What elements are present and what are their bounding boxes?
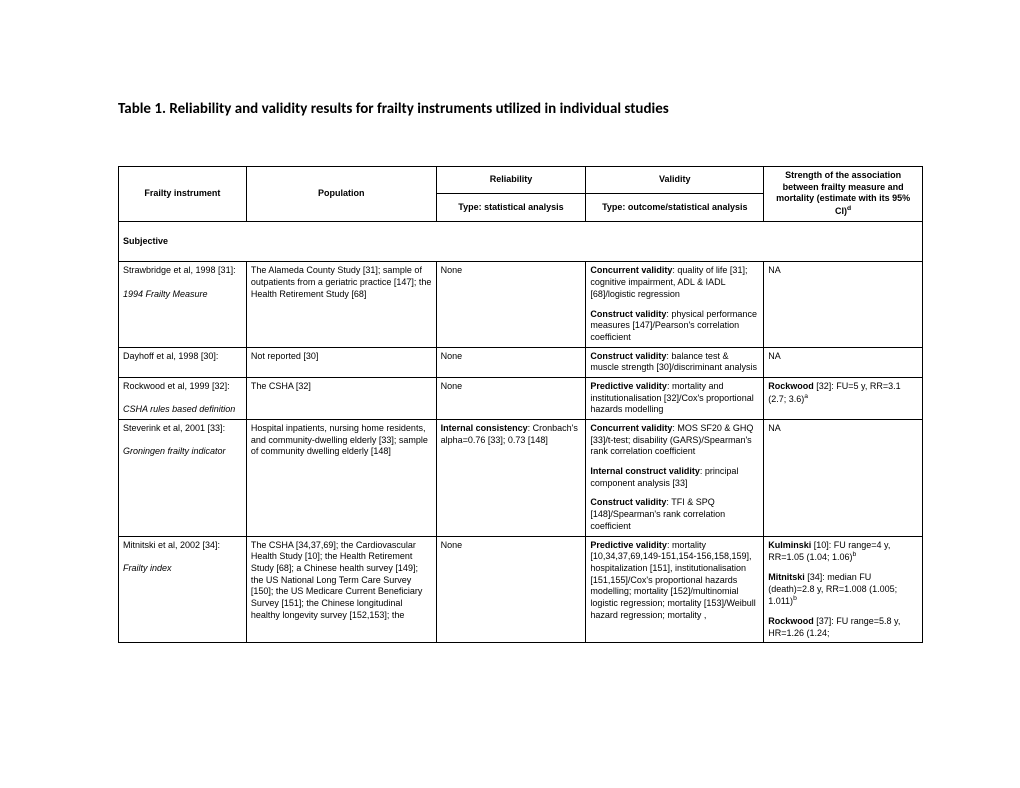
cell-instrument: Mitnitski et al, 2002 [34]: Frailty inde… [119, 536, 247, 643]
cell-reliability: None [436, 377, 586, 419]
cell-strength: Kulminski [10]: FU range=4 y, RR=1.05 (1… [764, 536, 923, 643]
cell-instrument: Strawbridge et al, 1998 [31]: 1994 Frail… [119, 262, 247, 347]
table-row: Strawbridge et al, 1998 [31]: 1994 Frail… [119, 262, 923, 347]
cell-population: The CSHA [32] [246, 377, 436, 419]
table-row: Dayhoff et al, 1998 [30]:Not reported [3… [119, 347, 923, 377]
th-instrument: Frailty instrument [119, 167, 247, 222]
cell-validity: Concurrent validity: MOS SF20 & GHQ [33]… [586, 420, 764, 537]
frailty-table: Frailty instrument Population Reliabilit… [118, 166, 923, 643]
cell-population: The Alameda County Study [31]; sample of… [246, 262, 436, 347]
cell-population: The CSHA [34,37,69]; the Cardiovascular … [246, 536, 436, 643]
cell-instrument: Steverink et al, 2001 [33]: Groningen fr… [119, 420, 247, 537]
section-label: Subjective [119, 221, 923, 262]
cell-strength: NA [764, 262, 923, 347]
cell-validity: Predictive validity: mortality and insti… [586, 377, 764, 419]
cell-validity: Concurrent validity: quality of life [31… [586, 262, 764, 347]
table-row: Mitnitski et al, 2002 [34]: Frailty inde… [119, 536, 923, 643]
cell-reliability: Internal consistency: Cronbach's alpha=0… [436, 420, 586, 537]
th-strength: Strength of the association between frai… [764, 167, 923, 222]
cell-validity: Predictive validity: mortality [10,34,37… [586, 536, 764, 643]
cell-instrument: Rockwood et al, 1999 [32]: CSHA rules ba… [119, 377, 247, 419]
cell-strength: NA [764, 420, 923, 537]
th-reliability: Reliability [436, 167, 586, 194]
cell-population: Not reported [30] [246, 347, 436, 377]
section-subjective: Subjective [119, 221, 923, 262]
table-header-row-1: Frailty instrument Population Reliabilit… [119, 167, 923, 194]
cell-strength: Rockwood [32]: FU=5 y, RR=3.1 (2.7; 3.6)… [764, 377, 923, 419]
cell-strength: NA [764, 347, 923, 377]
th-validity: Validity [586, 167, 764, 194]
table-row: Rockwood et al, 1999 [32]: CSHA rules ba… [119, 377, 923, 419]
cell-population: Hospital inpatients, nursing home reside… [246, 420, 436, 537]
cell-reliability: None [436, 536, 586, 643]
th-val-sub: Type: outcome/statistical analysis [586, 194, 764, 221]
cell-validity: Construct validity: balance test & muscl… [586, 347, 764, 377]
th-rel-sub: Type: statistical analysis [436, 194, 586, 221]
cell-instrument: Dayhoff et al, 1998 [30]: [119, 347, 247, 377]
th-population: Population [246, 167, 436, 222]
table-row: Steverink et al, 2001 [33]: Groningen fr… [119, 420, 923, 537]
table-title: Table 1. Reliability and validity result… [118, 100, 925, 118]
cell-reliability: None [436, 347, 586, 377]
cell-reliability: None [436, 262, 586, 347]
